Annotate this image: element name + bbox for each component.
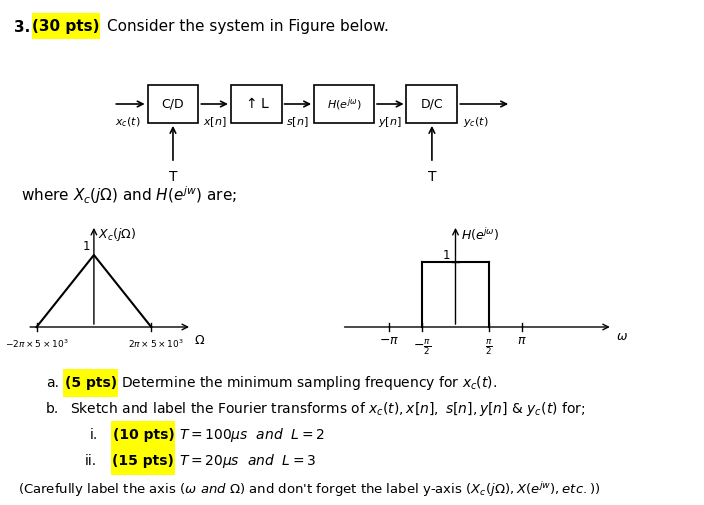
FancyBboxPatch shape	[111, 421, 175, 449]
Text: (10 pts): (10 pts)	[113, 428, 175, 442]
Text: where $X_c(j\Omega)$ and $H(e^{jw})$ are;: where $X_c(j\Omega)$ and $H(e^{jw})$ are…	[21, 184, 237, 206]
FancyBboxPatch shape	[406, 85, 458, 123]
FancyBboxPatch shape	[32, 13, 101, 39]
Text: $\uparrow$L: $\uparrow$L	[243, 96, 270, 112]
Text: $-\pi$: $-\pi$	[379, 334, 399, 347]
Text: $2\pi \times 5 \times 10^3$: $2\pi \times 5 \times 10^3$	[128, 338, 184, 350]
Text: 3.: 3.	[14, 20, 30, 34]
Text: $-2\pi \times 5 \times 10^3$: $-2\pi \times 5 \times 10^3$	[5, 338, 68, 350]
Text: T: T	[169, 170, 177, 184]
FancyBboxPatch shape	[148, 85, 199, 123]
Text: Determine the minimum sampling frequency for $x_c(t)$.: Determine the minimum sampling frequency…	[120, 374, 497, 392]
Text: $\omega$: $\omega$	[617, 330, 629, 343]
Text: T: T	[427, 170, 436, 184]
Text: $y[n]$: $y[n]$	[378, 115, 401, 129]
Text: i.: i.	[90, 428, 99, 442]
Text: Sketch and label the Fourier transforms of $x_c(t), x[n],\ s[n], y[n]$ & $y_c(t): Sketch and label the Fourier transforms …	[70, 400, 585, 418]
Text: $x[n]$: $x[n]$	[203, 115, 227, 129]
Text: $H(e^{j\omega})$: $H(e^{j\omega})$	[461, 226, 500, 243]
Text: (30 pts): (30 pts)	[32, 20, 100, 34]
Text: $T = 20\mu s$  $\mathit{and}$  $L = 3$: $T = 20\mu s$ $\mathit{and}$ $L = 3$	[179, 452, 316, 470]
Text: 1: 1	[443, 249, 450, 262]
FancyBboxPatch shape	[231, 85, 282, 123]
Text: $s[n]$: $s[n]$	[287, 115, 309, 129]
Text: $H(e^{j\omega})$: $H(e^{j\omega})$	[327, 95, 361, 113]
Text: Consider the system in Figure below.: Consider the system in Figure below.	[107, 20, 389, 34]
FancyBboxPatch shape	[63, 369, 118, 397]
Text: (5 pts): (5 pts)	[65, 376, 117, 390]
Text: C/D: C/D	[162, 97, 184, 111]
Text: (Carefully label the axis ($\omega$ $\mathit{and}$ $\Omega$) and don't forget th: (Carefully label the axis ($\omega$ $\ma…	[18, 481, 601, 499]
Text: 1: 1	[83, 240, 90, 253]
Text: $y_c(t)$: $y_c(t)$	[463, 115, 489, 129]
Text: $\Omega$: $\Omega$	[194, 333, 205, 346]
FancyBboxPatch shape	[111, 447, 175, 475]
Text: a.: a.	[46, 376, 59, 390]
Text: (15 pts): (15 pts)	[113, 454, 175, 468]
Text: $\frac{\pi}{2}$: $\frac{\pi}{2}$	[485, 337, 493, 357]
Text: b.: b.	[46, 402, 59, 416]
Text: $\pi$: $\pi$	[517, 334, 527, 347]
Text: $X_c(j\Omega)$: $X_c(j\Omega)$	[98, 226, 136, 243]
Text: $T = 100\mu s$  $\mathit{and}$  $L = 2$: $T = 100\mu s$ $\mathit{and}$ $L = 2$	[179, 426, 325, 444]
Text: $-\frac{\pi}{2}$: $-\frac{\pi}{2}$	[413, 337, 432, 357]
FancyBboxPatch shape	[314, 85, 374, 123]
Text: ii.: ii.	[84, 454, 96, 468]
Text: $x_c(t)$: $x_c(t)$	[115, 115, 141, 129]
Text: D/C: D/C	[420, 97, 444, 111]
